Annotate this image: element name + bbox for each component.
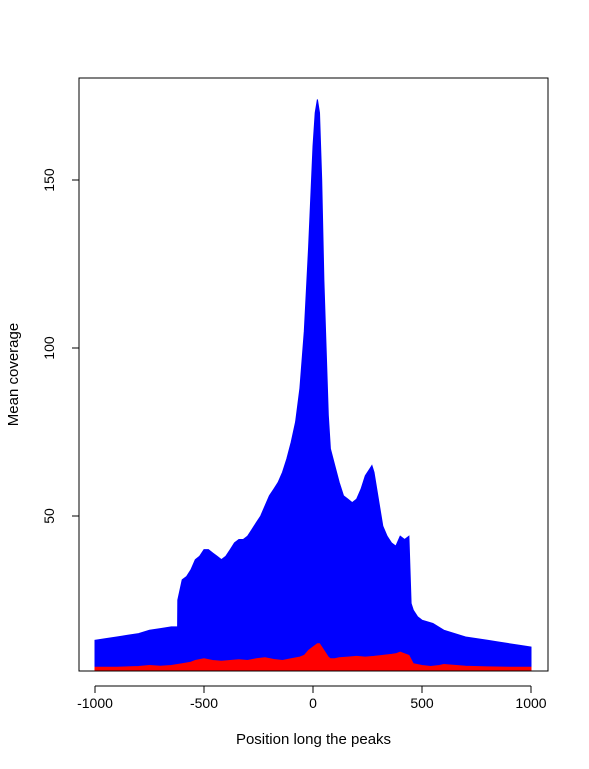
y-tick-label: 150 <box>41 168 57 192</box>
y-tick-label: 50 <box>41 508 57 524</box>
y-tick-label: 100 <box>41 336 57 360</box>
x-axis: -1000 -500 0 500 1000 <box>77 685 547 711</box>
y-axis: 50 100 150 <box>41 168 80 524</box>
series-area-0 <box>94 99 532 672</box>
series-area-1 <box>94 643 532 672</box>
x-tick-label: 0 <box>309 695 317 711</box>
series-layer <box>94 99 532 672</box>
x-tick-label: -1000 <box>77 695 113 711</box>
y-axis-title: Mean coverage <box>5 323 22 426</box>
x-tick-label: -500 <box>190 695 218 711</box>
x-tick-label: 1000 <box>515 695 546 711</box>
x-axis-title: Position long the peaks <box>236 731 391 748</box>
x-tick-label: 500 <box>410 695 434 711</box>
